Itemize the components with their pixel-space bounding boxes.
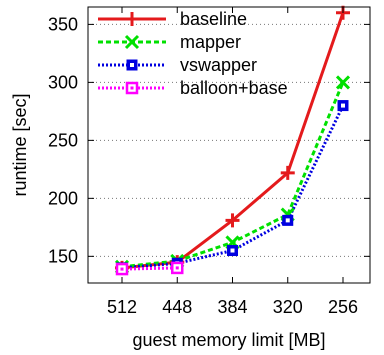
legend-label: mapper — [180, 32, 241, 52]
x-tick-label-512: 512 — [107, 297, 137, 317]
data-point-mapper-256 — [335, 75, 351, 90]
data-point-vswapper-320 — [282, 214, 294, 226]
axis-ticks — [88, 7, 370, 283]
data-point-balloon+base-512 — [115, 262, 129, 276]
y-tick-label-250: 250 — [48, 130, 78, 150]
data-point-vswapper-384 — [227, 245, 238, 257]
y-tick-label-150: 150 — [48, 246, 78, 266]
data-point-baseline-320 — [280, 165, 295, 180]
x-tick-label-256: 256 — [328, 297, 358, 317]
x-axis-title: guest memory limit [MB] — [132, 330, 325, 350]
data-point-balloon+base-448 — [171, 261, 184, 275]
y-tick-label-350: 350 — [48, 14, 78, 34]
x-tick-label-384: 384 — [217, 297, 247, 317]
legend-swatch-marker — [124, 34, 140, 50]
y-tick-label-300: 300 — [48, 72, 78, 92]
legend-item-mapper: mapper — [98, 32, 241, 52]
legend-swatch-marker — [125, 81, 139, 95]
series-line-balloon+base — [121, 266, 178, 271]
data-point-vswapper-256 — [337, 100, 349, 112]
legend-label: balloon+base — [180, 78, 288, 98]
data-point-baseline-384 — [225, 213, 240, 228]
y-tick-label-200: 200 — [48, 188, 78, 208]
legend-swatch-marker — [125, 12, 139, 26]
legend-item-baseline: baseline — [98, 9, 247, 29]
legend-item-balloon+base: balloon+base — [98, 78, 288, 98]
legend-item-vswapper: vswapper — [98, 55, 257, 75]
plot-frame — [87, 6, 371, 284]
legend-label: vswapper — [180, 55, 257, 75]
tick-labels: 150 200 250 300 350 512 448 384 320 256 — [48, 14, 358, 317]
legend-label: baseline — [180, 9, 247, 29]
x-tick-label-448: 448 — [162, 297, 192, 317]
legend: baseline mapper vswapper balloon+base — [98, 9, 288, 98]
y-axis-title: runtime [sec] — [10, 93, 30, 196]
legend-swatch-marker — [126, 59, 138, 71]
x-tick-label-320: 320 — [273, 297, 303, 317]
